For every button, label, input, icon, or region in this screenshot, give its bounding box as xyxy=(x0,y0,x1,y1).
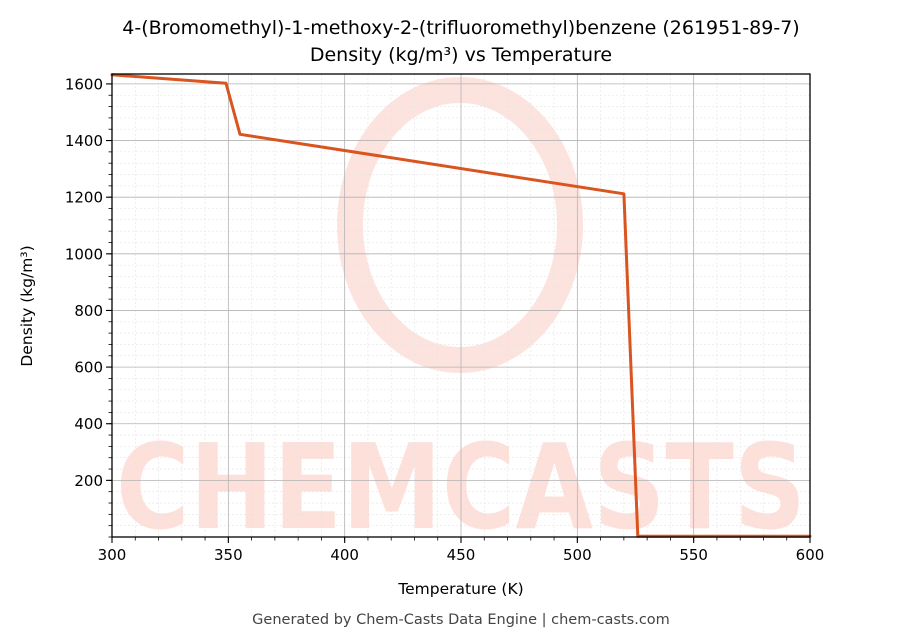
y-tick-label: 1000 xyxy=(65,245,103,263)
x-tick-label: 550 xyxy=(679,546,708,564)
y-tick-label: 1400 xyxy=(65,132,103,150)
x-tick-label: 300 xyxy=(98,546,127,564)
x-axis-label: Temperature (K) xyxy=(397,580,523,598)
y-tick-label: 1200 xyxy=(65,189,103,207)
y-tick-label: 600 xyxy=(74,359,103,377)
density-series-line xyxy=(110,73,812,538)
x-tick-label: 600 xyxy=(796,546,825,564)
y-tick-label: 1600 xyxy=(65,75,103,93)
y-axis-label: Density (kg/m³) xyxy=(18,245,36,366)
y-tick-label: 200 xyxy=(74,472,103,490)
watermark-logo-ring xyxy=(337,77,583,373)
footer-credit: Generated by Chem-Casts Data Engine | ch… xyxy=(252,612,670,628)
x-tick-label: 350 xyxy=(214,546,243,564)
chart-title: 4-(Bromomethyl)-1-methoxy-2-(trifluorome… xyxy=(122,17,799,39)
axis-ticks: 300 350 400 450 500 550 600 200 400 600 800 1000 120… xyxy=(65,75,825,564)
y-tick-label: 800 xyxy=(74,302,103,320)
chart-subtitle: Density (kg/m³) vs Temperature xyxy=(310,44,612,66)
x-tick-label: 450 xyxy=(447,546,476,564)
series-layer xyxy=(110,73,812,538)
x-tick-label: 400 xyxy=(330,546,359,564)
x-tick-label: 500 xyxy=(563,546,592,564)
y-tick-label: 400 xyxy=(74,415,103,433)
